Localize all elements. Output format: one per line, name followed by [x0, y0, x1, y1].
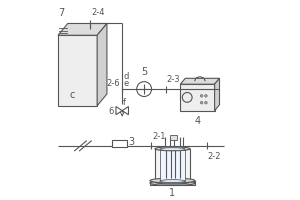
Text: 3: 3	[128, 137, 135, 147]
Bar	[169, 135, 177, 140]
Text: 2-1: 2-1	[152, 132, 166, 141]
Text: c: c	[69, 90, 74, 100]
Circle shape	[200, 94, 203, 97]
Polygon shape	[122, 107, 128, 115]
Text: f: f	[123, 98, 126, 107]
Ellipse shape	[150, 181, 195, 185]
Text: d: d	[123, 72, 129, 81]
Text: 7: 7	[58, 8, 64, 18]
Circle shape	[205, 101, 207, 104]
Polygon shape	[180, 78, 220, 84]
Bar	[112, 140, 127, 147]
Text: 4: 4	[194, 116, 200, 126]
Polygon shape	[58, 23, 107, 35]
Polygon shape	[214, 78, 220, 111]
Polygon shape	[116, 107, 122, 115]
Text: e: e	[123, 79, 128, 88]
Bar	[160, 150, 185, 181]
Text: 2-2: 2-2	[208, 152, 221, 161]
Bar	[180, 84, 214, 111]
Ellipse shape	[150, 178, 195, 183]
Bar	[58, 35, 97, 106]
Ellipse shape	[160, 148, 185, 151]
Bar	[155, 149, 190, 182]
Bar	[150, 181, 195, 185]
Text: 2-4: 2-4	[91, 8, 105, 17]
Circle shape	[200, 101, 203, 104]
Text: 2-6: 2-6	[106, 79, 120, 88]
Ellipse shape	[155, 180, 190, 184]
Ellipse shape	[155, 147, 190, 151]
Text: 1: 1	[169, 188, 175, 198]
Text: 2-3: 2-3	[167, 75, 180, 84]
Circle shape	[205, 94, 207, 97]
Text: 5: 5	[141, 67, 147, 77]
Ellipse shape	[160, 180, 185, 183]
Text: 6: 6	[109, 107, 114, 116]
Polygon shape	[97, 23, 107, 106]
